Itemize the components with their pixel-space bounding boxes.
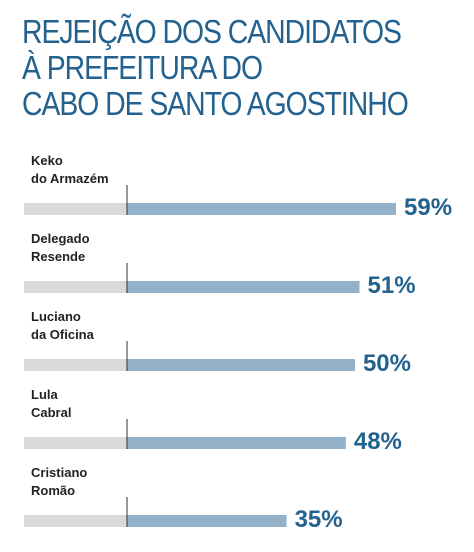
- bar: [127, 281, 360, 293]
- category-label: Cristiano: [31, 465, 87, 480]
- category-label: Delegado: [31, 231, 90, 246]
- value-label: 51%: [368, 272, 416, 299]
- value-label: 48%: [354, 428, 402, 455]
- category-label: Lula: [31, 387, 58, 402]
- bar-track: [24, 437, 127, 449]
- chart-title-line-1: REJEIÇÃO DOS CANDIDATOS: [22, 13, 402, 50]
- chart-title: REJEIÇÃO DOS CANDIDATOS À PREFEITURA DO …: [22, 13, 409, 122]
- bar-track: [24, 515, 127, 527]
- chart-title-line-3: CABO DE SANTO AGOSTINHO: [22, 85, 409, 122]
- category-label: Keko: [31, 153, 63, 168]
- bar-track: [24, 359, 127, 371]
- bar: [127, 437, 346, 449]
- category-label: da Oficina: [31, 327, 95, 342]
- value-label: 35%: [295, 506, 343, 533]
- value-label: 59%: [404, 194, 452, 221]
- bar-track: [24, 281, 127, 293]
- bar: [127, 203, 396, 215]
- category-label: Luciano: [31, 309, 81, 324]
- value-label: 50%: [363, 350, 411, 377]
- bar: [127, 359, 355, 371]
- bar-track: [24, 203, 127, 215]
- category-label: Cabral: [31, 405, 71, 420]
- chart-title-line-2: À PREFEITURA DO: [22, 49, 263, 86]
- category-label: do Armazém: [31, 171, 109, 186]
- category-label: Resende: [31, 249, 85, 264]
- bar: [127, 515, 287, 527]
- category-label: Romão: [31, 483, 75, 498]
